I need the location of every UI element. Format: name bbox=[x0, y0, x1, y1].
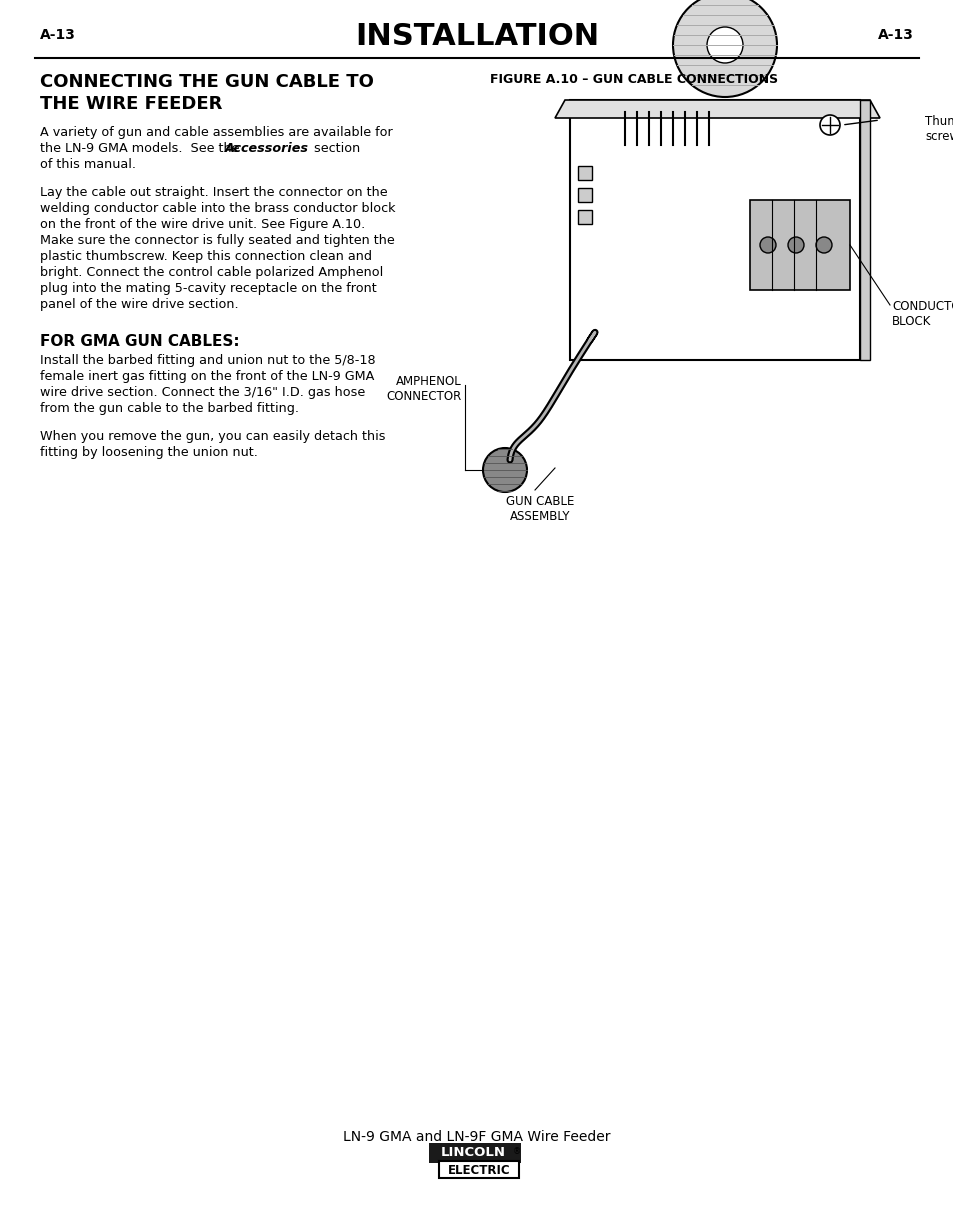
Text: LN-9 GMA and LN-9F GMA Wire Feeder: LN-9 GMA and LN-9F GMA Wire Feeder bbox=[343, 1130, 610, 1144]
Text: Install the barbed fitting and union nut to the 5/8-18: Install the barbed fitting and union nut… bbox=[40, 355, 375, 367]
Text: ELECTRIC: ELECTRIC bbox=[447, 1163, 510, 1177]
Bar bbox=[749, 200, 849, 290]
Bar bbox=[578, 188, 592, 202]
Text: Accessories: Accessories bbox=[225, 142, 309, 155]
Text: CONNECTING THE GUN CABLE TO: CONNECTING THE GUN CABLE TO bbox=[40, 72, 374, 91]
Bar bbox=[438, 1161, 518, 1178]
Text: section: section bbox=[310, 142, 360, 155]
Text: plastic thumbscrew. Keep this connection clean and: plastic thumbscrew. Keep this connection… bbox=[40, 250, 372, 263]
Bar bbox=[578, 210, 592, 225]
Circle shape bbox=[706, 27, 742, 63]
Text: INSTALLATION: INSTALLATION bbox=[355, 22, 598, 52]
Bar bbox=[578, 166, 592, 180]
Text: Thumb-
screw: Thumb- screw bbox=[924, 115, 953, 144]
Text: FIGURE A.10 – GUN CABLE CONNECTIONS: FIGURE A.10 – GUN CABLE CONNECTIONS bbox=[490, 72, 778, 86]
Text: female inert gas fitting on the front of the LN-9 GMA: female inert gas fitting on the front of… bbox=[40, 371, 374, 383]
Circle shape bbox=[672, 0, 776, 97]
Text: from the gun cable to the barbed fitting.: from the gun cable to the barbed fitting… bbox=[40, 402, 298, 415]
Text: of this manual.: of this manual. bbox=[40, 158, 136, 171]
Text: the LN-9 GMA models.  See the: the LN-9 GMA models. See the bbox=[40, 142, 243, 155]
Text: Make sure the connector is fully seated and tighten the: Make sure the connector is fully seated … bbox=[40, 234, 395, 247]
Text: bright. Connect the control cable polarized Amphenol: bright. Connect the control cable polari… bbox=[40, 266, 383, 279]
Text: A variety of gun and cable assemblies are available for: A variety of gun and cable assemblies ar… bbox=[40, 126, 393, 139]
Polygon shape bbox=[555, 99, 879, 118]
Circle shape bbox=[815, 237, 831, 253]
Circle shape bbox=[787, 237, 803, 253]
Polygon shape bbox=[859, 99, 869, 360]
Text: welding conductor cable into the brass conductor block: welding conductor cable into the brass c… bbox=[40, 202, 395, 215]
Text: LINCOLN: LINCOLN bbox=[440, 1146, 505, 1160]
Bar bbox=[429, 1144, 520, 1163]
Text: A-13: A-13 bbox=[877, 28, 913, 42]
Text: wire drive section. Connect the 3/16" I.D. gas hose: wire drive section. Connect the 3/16" I.… bbox=[40, 387, 365, 399]
Text: AMPHENOL
CONNECTOR: AMPHENOL CONNECTOR bbox=[386, 375, 461, 402]
Text: Lay the cable out straight. Insert the connector on the: Lay the cable out straight. Insert the c… bbox=[40, 187, 387, 199]
Text: FOR GMA GUN CABLES:: FOR GMA GUN CABLES: bbox=[40, 334, 239, 348]
Bar bbox=[569, 99, 859, 360]
Text: ®: ® bbox=[513, 1147, 520, 1156]
Text: A-13: A-13 bbox=[40, 28, 76, 42]
Text: CONDUCTOR
BLOCK: CONDUCTOR BLOCK bbox=[891, 299, 953, 328]
Text: panel of the wire drive section.: panel of the wire drive section. bbox=[40, 298, 238, 310]
Circle shape bbox=[760, 237, 775, 253]
Text: THE WIRE FEEDER: THE WIRE FEEDER bbox=[40, 94, 222, 113]
Circle shape bbox=[482, 448, 526, 492]
Text: fitting by loosening the union nut.: fitting by loosening the union nut. bbox=[40, 445, 257, 459]
Text: GUN CABLE
ASSEMBLY: GUN CABLE ASSEMBLY bbox=[505, 494, 574, 523]
Text: When you remove the gun, you can easily detach this: When you remove the gun, you can easily … bbox=[40, 429, 385, 443]
Circle shape bbox=[820, 115, 840, 135]
Text: plug into the mating 5-cavity receptacle on the front: plug into the mating 5-cavity receptacle… bbox=[40, 282, 376, 294]
Text: on the front of the wire drive unit. See Figure A.10.: on the front of the wire drive unit. See… bbox=[40, 218, 365, 231]
